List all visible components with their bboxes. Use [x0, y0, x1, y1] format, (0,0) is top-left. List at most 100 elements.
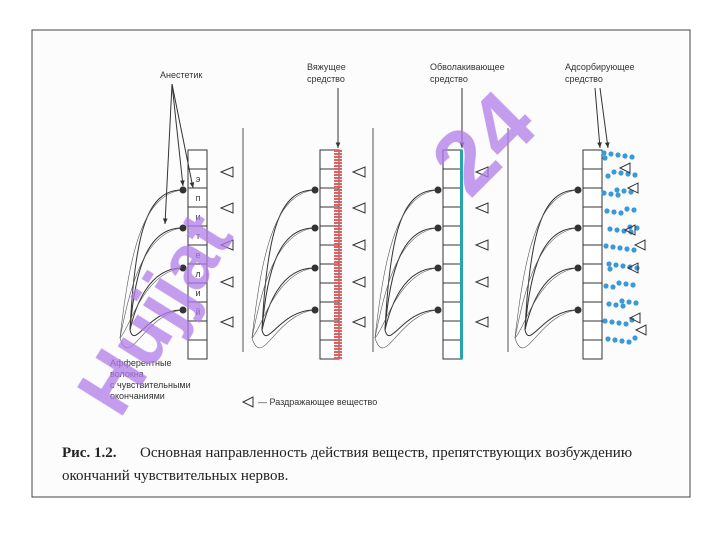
astringent-layer [334, 225, 342, 227]
nerve-fiber [384, 227, 438, 331]
nerve-ending [311, 306, 319, 314]
astringent-layer [334, 258, 342, 260]
irritant [219, 316, 234, 328]
adsorbent-particle [631, 247, 637, 253]
astringent-layer [334, 153, 342, 155]
adsorbed-irritant [633, 239, 646, 251]
adsorbent-particle [617, 245, 623, 251]
adsorbed-irritant [623, 224, 636, 236]
adsorbent-particle [610, 244, 616, 250]
irritant [351, 166, 366, 178]
arrow-head [459, 142, 465, 148]
epithelium-cell [582, 206, 603, 227]
epithelium-letter: е [195, 250, 200, 260]
nerve-fiber [384, 309, 438, 337]
astringent-layer [334, 333, 342, 335]
nerve-fiber [129, 309, 183, 337]
arrow-head [189, 182, 195, 188]
nerve-fiber [261, 227, 315, 331]
afferent-label: с чувствительными [110, 380, 191, 390]
epithelium-cell [442, 339, 463, 360]
adsorbent-particle [630, 282, 636, 288]
irritant [219, 276, 234, 288]
adsorbent-particle [613, 302, 619, 308]
adsorbent-particle [633, 300, 639, 306]
astringent-layer [334, 357, 342, 359]
astringent-layer [334, 168, 342, 170]
astringent-layer [334, 165, 342, 167]
adsorbent-particle [611, 209, 617, 215]
nerve-ending [434, 264, 442, 272]
epithelium-cell [187, 149, 208, 170]
nerve-fiber [119, 227, 183, 339]
nerve-fiber [384, 189, 438, 331]
nerve-ending [574, 224, 582, 232]
nerve-ending [574, 306, 582, 314]
nerve-fiber [374, 189, 438, 339]
irritant [474, 239, 489, 251]
adsorbent-particle [623, 281, 629, 287]
adsorbent-particle [613, 262, 619, 268]
nerve-fiber [251, 189, 315, 339]
adsorbed-irritant [634, 324, 647, 336]
astringent-layer [334, 327, 342, 329]
adsorbent-particle [601, 150, 607, 156]
irritant [474, 202, 489, 214]
coating-label: средство [430, 74, 468, 84]
coating-label: Обволакивающее [430, 62, 505, 72]
epithelium-cell [442, 263, 463, 284]
irritant [219, 202, 234, 214]
astringent-layer [334, 180, 342, 182]
astringent-layer [334, 246, 342, 248]
epithelium-cell [442, 320, 463, 341]
arrow-head [162, 218, 168, 224]
arrow-head [335, 142, 341, 148]
adsorbent-particle [602, 318, 608, 324]
epithelium-cell [442, 301, 463, 322]
astringent-layer [334, 150, 342, 152]
astringent-layer [334, 231, 342, 233]
epithelium-letter: и [195, 212, 200, 222]
astringent-label: средство [307, 74, 345, 84]
adsorbent-particle [603, 243, 609, 249]
adsorbent-particle [604, 208, 610, 214]
adsorbent-particle [622, 153, 628, 159]
epithelium-cell [582, 282, 603, 303]
astringent-layer [334, 321, 342, 323]
caption-number: Рис. 1.2. [62, 445, 117, 461]
pointer-arrow [164, 83, 173, 225]
irritant [219, 239, 234, 251]
epithelium-cell [442, 187, 463, 208]
adsorbent-particle [607, 226, 613, 232]
epithelium-letter: э [196, 174, 201, 184]
epithelium-cell [442, 206, 463, 227]
pointer-arrow [171, 83, 184, 187]
astringent-layer [334, 285, 342, 287]
arrow-head [180, 180, 185, 186]
adsorbent-particle [608, 191, 614, 197]
adsorbed-irritant [618, 162, 631, 174]
adsorbent-particle [632, 335, 638, 341]
epithelium-cell [442, 282, 463, 303]
nerve-fiber [384, 267, 438, 331]
astringent-layer [334, 222, 342, 224]
epithelium-cell [442, 244, 463, 265]
astringent-layer [334, 204, 342, 206]
irritant [474, 276, 489, 288]
nerve-fiber [129, 267, 183, 331]
epithelium-cell [582, 339, 603, 360]
adsorbent-particle [607, 266, 613, 272]
adsorbent-particle [634, 265, 640, 271]
nerve-ending [574, 186, 582, 194]
nerve-fiber [129, 189, 183, 331]
nerve-fiber [119, 189, 183, 339]
nerve-fiber [514, 267, 578, 339]
anesthetic-label: Анестетик [160, 70, 202, 80]
nerve-ending [311, 186, 319, 194]
adsorbent-particle [605, 173, 611, 179]
epithelium-letter: й [195, 307, 200, 317]
epithelium-cell [582, 187, 603, 208]
irritant [474, 316, 489, 328]
arrow-head [597, 142, 602, 148]
